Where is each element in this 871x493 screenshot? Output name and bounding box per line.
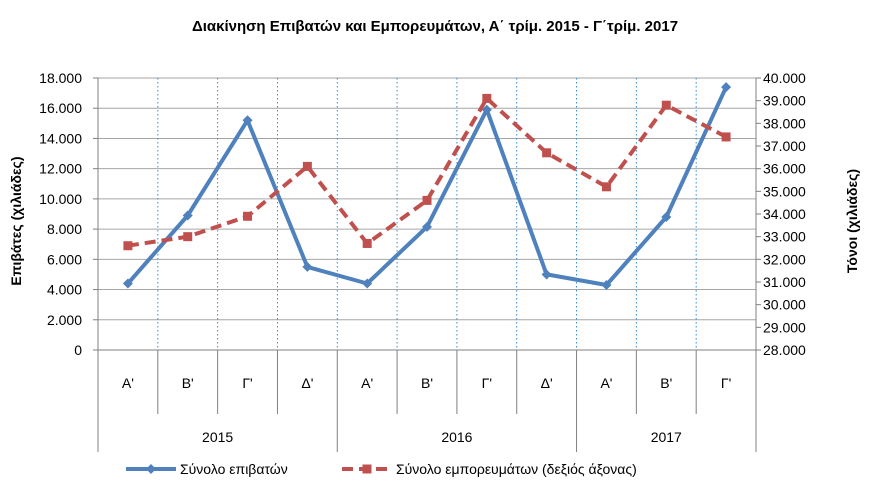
- data-point-2: [183, 232, 193, 242]
- y-tick-label: 16.000: [39, 100, 82, 116]
- y2-tick-label: 31.000: [763, 274, 806, 290]
- data-point-1: [601, 280, 612, 291]
- y-tick-label: 4.000: [47, 282, 82, 298]
- year-label: 2015: [202, 429, 233, 445]
- year-label: 2016: [441, 429, 472, 445]
- legend-label-1: Σύνολο επιβατών: [180, 461, 288, 477]
- y2-tick-label: 35.000: [763, 183, 806, 199]
- y2-tick-label: 37.000: [763, 138, 806, 154]
- y-tick-label: 18.000: [39, 70, 82, 86]
- legend-marker-2: [362, 464, 372, 474]
- y2-tick-label: 30.000: [763, 297, 806, 313]
- data-point-1: [122, 278, 133, 289]
- series-line-2: [127, 96, 728, 248]
- y-tick-label: 0: [74, 342, 82, 358]
- y-tick-label: 8.000: [47, 221, 82, 237]
- category-label: Α': [361, 375, 373, 391]
- category-label: Α': [600, 375, 612, 391]
- category-label: Β': [421, 375, 433, 391]
- legend-label-2: Σύνολο εμπορευμάτων (δεξιός άξονας): [396, 461, 637, 477]
- chart-title: Διακίνηση Επιβατών και Εμπορευμάτων, Α΄ …: [192, 18, 678, 35]
- data-point-1: [182, 210, 193, 221]
- category-label: Γ': [482, 375, 492, 391]
- data-point-1: [721, 82, 732, 93]
- data-point-2: [661, 100, 671, 110]
- data-point-2: [422, 195, 432, 205]
- data-point-2: [302, 161, 312, 171]
- data-point-1: [481, 104, 492, 115]
- category-label: Α': [122, 375, 134, 391]
- y2-tick-label: 33.000: [763, 229, 806, 245]
- y2-tick-label: 40.000: [763, 70, 806, 86]
- data-point-2: [601, 182, 611, 192]
- y2-tick-label: 36.000: [763, 161, 806, 177]
- data-point-2: [123, 241, 133, 251]
- data-point-2: [243, 211, 253, 221]
- category-label: Β': [660, 375, 672, 391]
- series-layer: [122, 82, 732, 291]
- category-label: Δ': [301, 375, 313, 391]
- y2-tick-label: 39.000: [763, 93, 806, 109]
- y2-tick-label: 38.000: [763, 115, 806, 131]
- data-point-2: [482, 93, 492, 103]
- data-point-1: [362, 278, 373, 289]
- y2-axis-title: Τόνοι (χιλιάδες): [844, 169, 860, 273]
- data-point-2: [542, 148, 552, 158]
- category-label: Δ': [541, 375, 553, 391]
- data-point-1: [302, 261, 313, 272]
- data-point-2: [721, 132, 731, 142]
- y2-tick-label: 28.000: [763, 342, 806, 358]
- y-tick-label: 2.000: [47, 312, 82, 328]
- data-point-1: [541, 269, 552, 280]
- legend: Σύνολο επιβατών Σύνολο εμπορευμάτων (δεξι…: [126, 461, 637, 477]
- category-label: Β': [182, 375, 194, 391]
- data-point-1: [422, 221, 432, 232]
- year-label: 2017: [651, 429, 682, 445]
- y-tick-label: 14.000: [39, 130, 82, 146]
- axes: 0 2.000 4.000 6.000 8.000 10.000 12.000 14.000 1…: [39, 70, 806, 452]
- y2-tick-label: 34.000: [763, 206, 806, 222]
- category-label: Γ': [242, 375, 252, 391]
- data-point-1: [661, 212, 672, 223]
- y-tick-label: 10.000: [39, 191, 82, 207]
- grid: [98, 77, 756, 350]
- legend-marker-1: [146, 464, 156, 474]
- data-point-2: [362, 238, 372, 248]
- category-label: Γ': [721, 375, 731, 391]
- y2-tick-label: 29.000: [763, 319, 806, 335]
- y-tick-label: 6.000: [47, 251, 82, 267]
- data-point-1: [242, 115, 253, 126]
- y-axis-title: Επιβάτες (χιλιάδες): [8, 156, 24, 285]
- y-tick-label: 12.000: [39, 161, 82, 177]
- y2-tick-label: 32.000: [763, 251, 806, 267]
